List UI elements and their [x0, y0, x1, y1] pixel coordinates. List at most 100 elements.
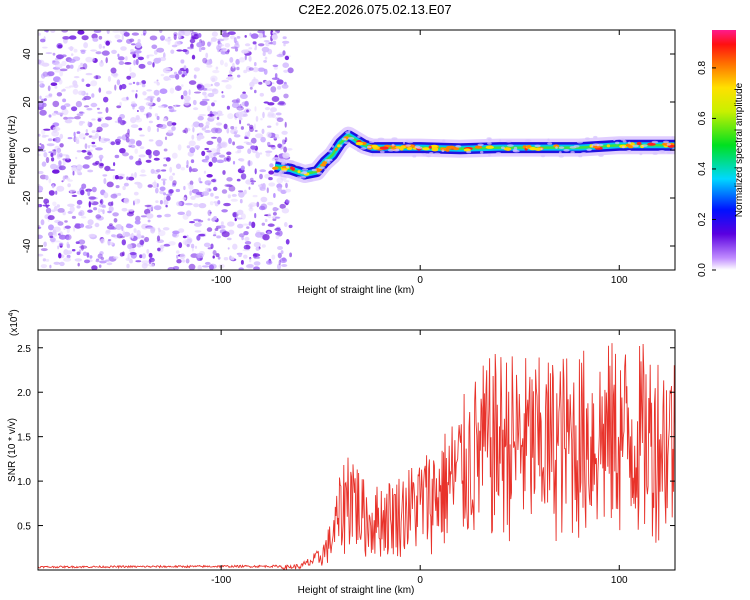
noise-speckle	[146, 249, 150, 254]
noise-speckle	[90, 49, 97, 52]
noise-speckle	[178, 69, 182, 75]
noise-speckle	[288, 224, 293, 229]
noise-speckle	[38, 185, 44, 192]
noise-speckle	[218, 154, 225, 158]
noise-speckle	[163, 148, 168, 152]
noise-speckle	[198, 220, 204, 223]
noise-speckle	[149, 263, 155, 268]
noise-speckle	[179, 253, 186, 260]
noise-speckle	[130, 144, 136, 149]
noise-speckle	[278, 259, 281, 266]
noise-speckle	[108, 169, 116, 171]
noise-speckle	[282, 62, 290, 68]
noise-speckle	[230, 35, 235, 40]
noise-speckle	[271, 34, 278, 40]
signal-fringe	[403, 141, 405, 145]
signal-hotspot	[290, 166, 294, 170]
noise-speckle	[230, 198, 238, 202]
noise-speckle	[226, 237, 232, 241]
noise-speckle	[106, 262, 113, 266]
noise-speckle	[203, 242, 211, 248]
signal-hotspot	[422, 147, 431, 151]
noise-speckle	[148, 120, 153, 124]
noise-speckle	[99, 61, 104, 67]
signal-hotspot	[445, 148, 450, 152]
noise-speckle	[183, 95, 191, 102]
noise-speckle	[75, 223, 81, 226]
noise-speckle	[276, 79, 284, 85]
signal-fringe	[391, 143, 395, 147]
noise-speckle	[73, 226, 76, 232]
noise-speckle	[45, 156, 50, 164]
noise-speckle	[245, 264, 254, 269]
noise-speckle	[98, 154, 104, 160]
noise-speckle	[46, 202, 49, 206]
noise-speckle	[246, 226, 250, 229]
noise-speckle	[183, 65, 187, 70]
noise-speckle	[178, 242, 183, 249]
noise-speckle	[110, 67, 117, 74]
noise-speckle	[69, 64, 74, 69]
noise-speckle	[180, 59, 185, 64]
signal-hotspot	[534, 147, 542, 151]
noise-speckle	[238, 104, 242, 112]
noise-speckle	[66, 116, 75, 120]
noise-speckle	[281, 207, 290, 214]
noise-speckle	[242, 91, 246, 95]
noise-speckle	[121, 83, 127, 90]
noise-speckle	[103, 192, 109, 199]
noise-speckle	[65, 154, 70, 160]
noise-speckle	[175, 250, 180, 254]
noise-speckle	[211, 77, 216, 83]
noise-speckle	[188, 166, 192, 173]
noise-speckle	[100, 238, 105, 244]
noise-speckle	[65, 86, 71, 89]
noise-speckle	[74, 116, 81, 120]
noise-speckle	[271, 254, 276, 260]
noise-speckle	[221, 231, 230, 238]
noise-speckle	[85, 132, 89, 136]
noise-speckle	[134, 148, 138, 154]
noise-speckle	[193, 107, 199, 111]
noise-speckle	[81, 78, 85, 82]
noise-speckle	[203, 83, 212, 88]
noise-speckle	[168, 175, 174, 181]
noise-speckle	[242, 113, 248, 117]
noise-speckle	[47, 71, 55, 77]
noise-speckle	[190, 159, 195, 164]
noise-speckle	[272, 64, 279, 68]
signal-fringe	[671, 136, 674, 139]
noise-speckle	[141, 260, 149, 264]
noise-speckle	[79, 121, 86, 124]
noise-speckle	[282, 138, 285, 145]
noise-speckle	[240, 126, 244, 130]
noise-speckle	[261, 222, 265, 226]
noise-speckle	[149, 35, 158, 41]
noise-speckle	[183, 90, 188, 97]
noise-speckle	[80, 189, 85, 196]
noise-speckle	[139, 239, 145, 246]
noise-speckle	[102, 209, 105, 215]
signal-fringe	[379, 150, 385, 154]
noise-speckle	[117, 192, 122, 196]
noise-speckle	[262, 51, 266, 57]
noise-speckle	[39, 82, 42, 86]
noise-speckle	[147, 125, 151, 133]
noise-speckle	[169, 189, 174, 194]
chart-title: C2E2.2026.075.02.13.E07	[298, 2, 452, 17]
noise-speckle	[119, 235, 125, 239]
noise-speckle	[268, 170, 275, 175]
noise-speckle	[235, 58, 240, 65]
noise-speckle	[159, 190, 165, 195]
signal-fringe	[295, 163, 301, 167]
noise-speckle	[149, 106, 153, 110]
noise-speckle	[58, 242, 64, 246]
signal-fringe	[416, 146, 423, 150]
noise-speckle	[115, 185, 120, 189]
noise-speckle	[204, 261, 211, 265]
noise-speckle	[83, 42, 88, 49]
noise-speckle	[48, 190, 55, 196]
noise-speckle	[261, 244, 266, 248]
noise-speckle	[164, 136, 168, 141]
noise-speckle	[236, 178, 241, 182]
